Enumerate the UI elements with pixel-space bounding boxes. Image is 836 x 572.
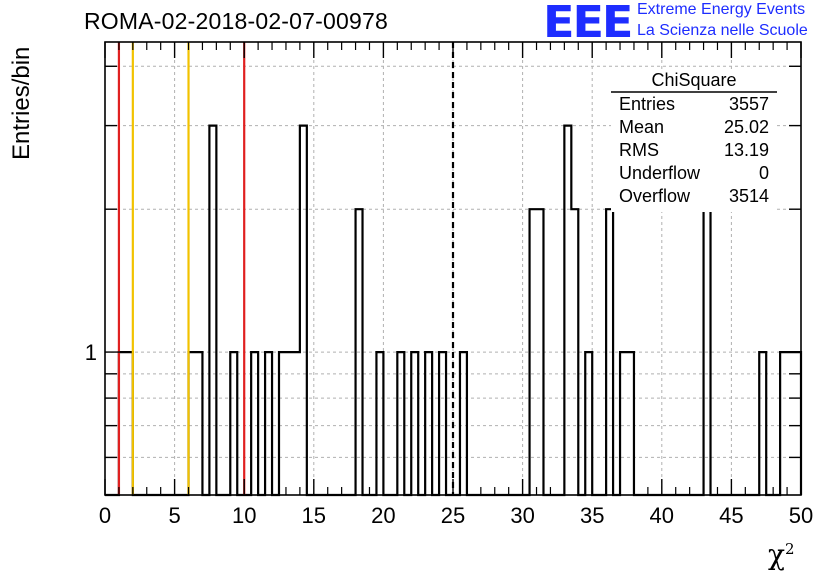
x-tick-label: 45 — [719, 503, 743, 528]
histogram-bin — [209, 126, 216, 495]
histogram-bin — [286, 352, 293, 495]
x-tick-label: 15 — [302, 503, 326, 528]
histogram-bin — [195, 352, 202, 495]
histogram-bin — [780, 352, 787, 495]
eee-logo: EEE Extreme Energy Events La Scienza nel… — [543, 0, 833, 46]
histogram-bin — [585, 352, 592, 495]
page-title: ROMA-02-2018-02-07-00978 — [84, 8, 388, 34]
histogram-bin — [564, 126, 571, 495]
histogram-bin — [411, 352, 418, 495]
x-axis-label-symbol: χ — [768, 538, 785, 571]
histogram-bin — [439, 352, 446, 495]
histogram-bin — [251, 352, 258, 495]
stats-box-background — [611, 70, 777, 212]
axes: 0 5 10 15 20 25 30 35 40 45 50 1 — [85, 41, 813, 528]
histogram-bin — [265, 352, 272, 495]
histogram-bin — [627, 352, 634, 495]
stats-row-value: 13.19 — [724, 140, 769, 160]
x-tick-label: 5 — [168, 503, 180, 528]
histogram-bin — [530, 209, 537, 495]
stats-row-value: 25.02 — [724, 117, 769, 137]
stats-row-value: 0 — [759, 163, 769, 183]
histogram-bin — [279, 352, 286, 495]
reference-lines — [117, 42, 455, 495]
stats-row-label: Underflow — [619, 163, 701, 183]
stats-row-label: RMS — [619, 140, 659, 160]
logo-mark: EEE — [543, 0, 633, 48]
stats-row-value: 3557 — [729, 94, 769, 114]
x-tick-label: 20 — [371, 503, 395, 528]
histogram-bin — [300, 126, 307, 495]
histogram-bin — [571, 209, 578, 495]
x-tick-label: 10 — [232, 503, 256, 528]
stats-box: ChiSquare Entries 3557 Mean 25.02 RMS 13.19 Und… — [611, 70, 777, 212]
histogram-bin — [356, 209, 363, 495]
histogram-bin — [397, 352, 404, 495]
histogram-bin — [460, 352, 467, 495]
x-tick-label: 40 — [650, 503, 674, 528]
stats-row-value: 3514 — [729, 186, 769, 206]
histogram-bin — [606, 209, 613, 495]
stats-box-title: ChiSquare — [651, 70, 736, 90]
x-tick-label: 35 — [580, 503, 604, 528]
logo-line-2: La Scienza nelle Scuole — [637, 22, 808, 39]
x-tick-label: 50 — [789, 503, 813, 528]
stats-row-label: Entries — [619, 94, 675, 114]
logo-line-1: Extreme Energy Events — [637, 1, 806, 18]
histogram-bin — [537, 209, 544, 495]
histogram-bin — [230, 352, 237, 495]
y-tick-label: 1 — [85, 340, 97, 365]
stats-row-label: Overflow — [619, 186, 691, 206]
stats-row-label: Mean — [619, 117, 664, 137]
histogram-bin — [620, 352, 627, 495]
histogram-bin — [759, 352, 766, 495]
x-axis-label-exponent: 2 — [784, 540, 795, 558]
histogram-bin — [425, 352, 432, 495]
x-axis-label: χ2 — [768, 538, 795, 571]
x-tick-label: 30 — [510, 503, 534, 528]
x-tick-label: 25 — [441, 503, 465, 528]
histogram-bin — [293, 352, 300, 495]
x-tick-label: 0 — [99, 503, 111, 528]
histogram-bin — [376, 352, 383, 495]
